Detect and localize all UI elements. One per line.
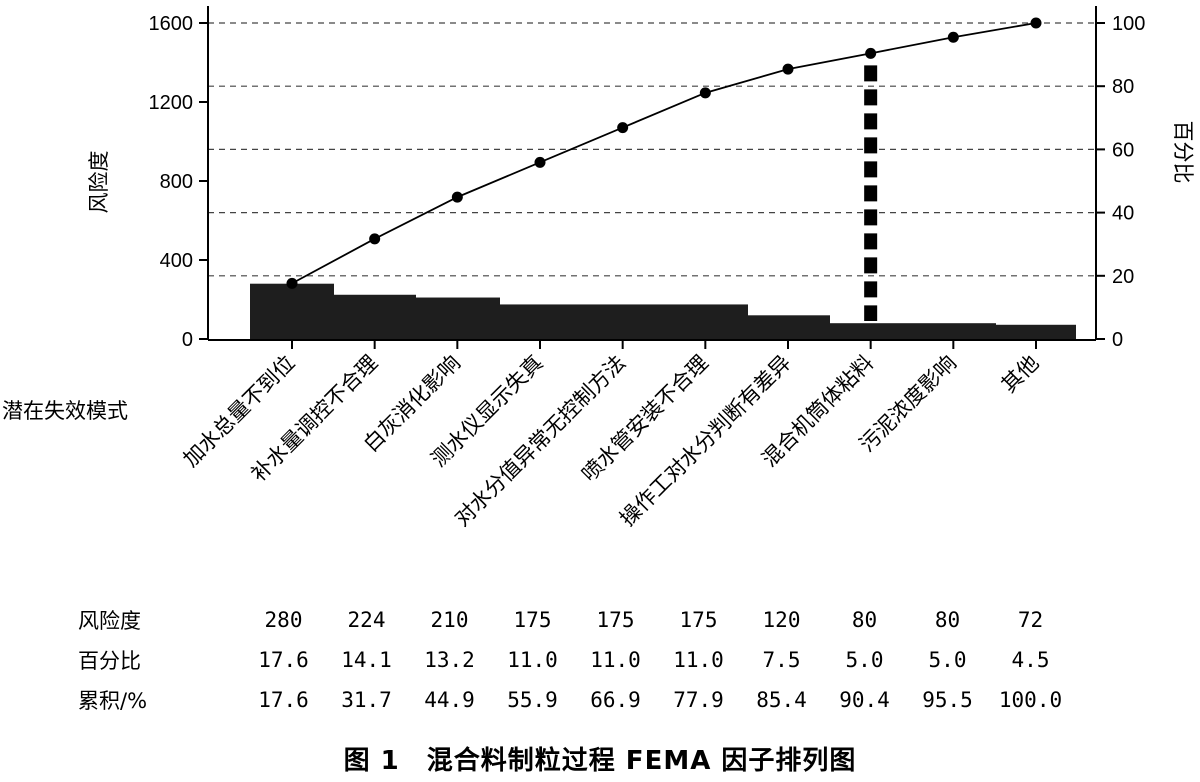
table-cell: 175 — [679, 608, 718, 632]
table-cell: 66.9 — [590, 688, 641, 712]
table-cell: 95.5 — [922, 688, 973, 712]
cumulative-point — [865, 47, 877, 59]
bar — [912, 323, 996, 339]
table-cell: 17.6 — [258, 688, 309, 712]
row-label: 风险度 — [78, 609, 141, 633]
cumulative-point — [947, 31, 959, 43]
y2-tick-label: 40 — [1112, 203, 1134, 225]
y-tick-label: 1200 — [149, 92, 194, 114]
category-label: 对水分值异常无控制方法 — [450, 351, 630, 531]
table-cell: 31.7 — [341, 688, 392, 712]
data-table: 风险度 280 224 210 175 175 175 120 80 80 72 百分比 17.6 14.… — [78, 600, 1072, 720]
category-label: 操作工对水分判断有差异 — [615, 351, 795, 531]
table-cell: 5.0 — [845, 648, 884, 672]
cumulative-path — [291, 22, 1037, 285]
cumulative-point — [534, 156, 546, 168]
table-cell: 14.1 — [341, 648, 392, 672]
y2-tick-label: 80 — [1112, 76, 1134, 98]
bar — [584, 304, 666, 339]
row-label: 百分比 — [78, 649, 141, 673]
table-cell: 120 — [762, 608, 801, 632]
table-cell: 7.5 — [762, 648, 801, 672]
table-row: 累积/% 17.6 31.7 44.9 55.9 66.9 77.9 85.4 90.4 95.5… — [78, 680, 1072, 720]
table-cell: 175 — [513, 608, 552, 632]
row-label: 累积/% — [78, 689, 148, 713]
category-labels: 加水总量不到位补水量调控不合理白灰消化影响测水仪显示失真对水分值异常无控制方法喷… — [179, 351, 1044, 531]
figure-caption: 图 1 混合料制粒过程 FEMA 因子排列图 — [343, 746, 857, 776]
cumulative-point — [451, 191, 463, 203]
bar — [334, 294, 416, 339]
cumulative-line — [286, 17, 1042, 289]
table-cell: 44.9 — [424, 688, 475, 712]
table-cell: 100.0 — [998, 688, 1063, 712]
x-axis-title: 潜在失效模式 — [2, 399, 128, 423]
y-tick-label: 1600 — [149, 13, 194, 35]
table-cell: 13.2 — [424, 648, 475, 672]
table-cell: 80 — [934, 608, 961, 632]
y2-axis-title: 百分比 — [1171, 121, 1195, 184]
tick-labels: 0 400 800 1200 1600 0 20 40 60 80 100 — [149, 13, 1146, 351]
table-cell: 80 — [851, 608, 878, 632]
bar — [666, 304, 748, 339]
bar — [250, 283, 334, 339]
axes — [199, 6, 1105, 349]
y2-tick-label: 60 — [1112, 139, 1134, 161]
bar — [500, 304, 584, 339]
table-cell: 77.9 — [673, 688, 724, 712]
cumulative-point — [369, 233, 381, 245]
y-axis-title: 风险度 — [87, 151, 111, 214]
table-row: 风险度 280 224 210 175 175 175 120 80 80 72 — [78, 600, 1072, 640]
bar — [748, 315, 830, 339]
table-cell: 280 — [264, 608, 303, 632]
bar — [830, 323, 912, 339]
table-cell: 90.4 — [839, 688, 890, 712]
table-cell: 11.0 — [507, 648, 558, 672]
table-cell: 210 — [430, 608, 469, 632]
cumulative-point — [286, 277, 298, 289]
y2-tick-label: 20 — [1112, 266, 1134, 288]
cumulative-point — [782, 63, 794, 75]
gridlines — [208, 22, 1096, 277]
bar — [996, 324, 1076, 339]
bars — [250, 283, 1076, 339]
cumulative-point — [1030, 17, 1042, 29]
table-cell: 175 — [596, 608, 635, 632]
y-tick-label: 400 — [160, 250, 193, 272]
y2-tick-label: 100 — [1112, 13, 1145, 35]
cumulative-point — [699, 87, 711, 99]
table-row: 百分比 17.6 14.1 13.2 11.0 11.0 11.0 7.5 5.0 5.0 4.5 — [78, 640, 1072, 680]
y-tick-label: 800 — [160, 171, 193, 193]
bar — [416, 297, 500, 339]
table-cell: 5.0 — [928, 648, 967, 672]
table-cell: 55.9 — [507, 688, 558, 712]
table-cell: 17.6 — [258, 648, 309, 672]
table-cell: 85.4 — [756, 688, 807, 712]
table-cell: 224 — [347, 608, 386, 632]
cumulative-point — [617, 122, 629, 134]
table-cell: 4.5 — [1011, 648, 1050, 672]
pareto-chart: 0 400 800 1200 1600 0 20 40 60 80 100 加水总量不到位补水量调控… — [2, 6, 1195, 531]
y-tick-label: 0 — [182, 329, 193, 351]
category-label: 其他 — [997, 351, 1044, 398]
table-cell: 11.0 — [673, 648, 724, 672]
y2-tick-label: 0 — [1112, 329, 1123, 351]
table-cell: 72 — [1017, 608, 1044, 632]
table-cell: 11.0 — [590, 648, 641, 672]
